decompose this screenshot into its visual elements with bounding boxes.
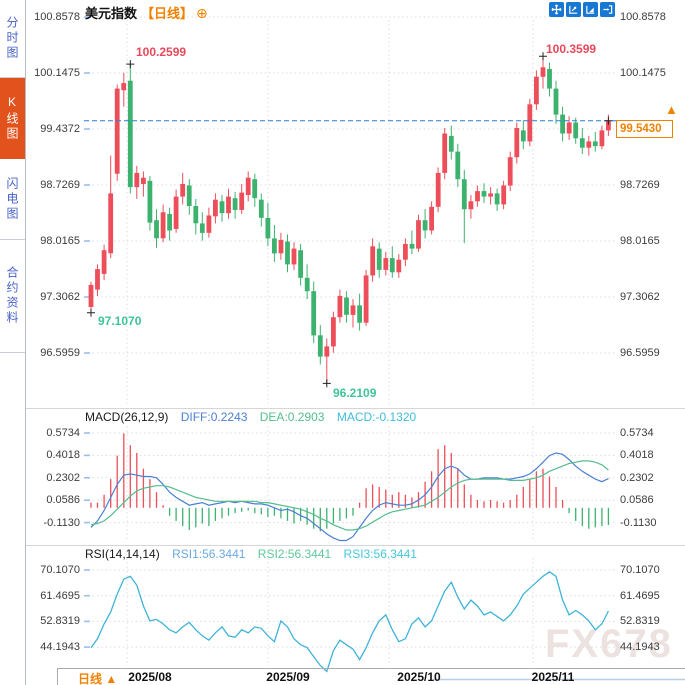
y-axis-label-right: 100.8578 — [620, 11, 666, 23]
sidebar: 分时图 K线图 闪电图 合约资料 — [0, 0, 26, 685]
price-up-arrow-icon: ▲ — [665, 102, 678, 117]
macd-y-label: 0.4018 — [46, 449, 80, 461]
y-axis-label: 98.7269 — [40, 179, 80, 191]
macd-y-label-right: -0.1130 — [620, 517, 657, 529]
rsi-y-label-right: 52.8319 — [620, 615, 660, 627]
annotation-high-november: 100.3599 — [546, 42, 597, 56]
x-axis-label: 2025/11 — [531, 670, 575, 684]
y-axis-label: 100.8578 — [34, 11, 80, 23]
y-axis-label-right: 98.7269 — [620, 179, 660, 191]
rsi1-value: RSI1:56.3441 — [172, 547, 246, 561]
zoom-horizontal-axis-icon[interactable] — [566, 2, 581, 17]
macd-diff-value: DIFF:0.2243 — [180, 410, 248, 424]
chart-toolbar — [549, 2, 615, 17]
panel-divider — [26, 545, 685, 546]
macd-y-label-right: 0.2302 — [620, 472, 654, 484]
sidebar-tab-lightning-chart[interactable]: 闪电图 — [0, 159, 25, 240]
exit-view-icon[interactable] — [600, 2, 615, 17]
period-tag: 【日线】 — [141, 6, 194, 21]
annotation-high-august: 100.2599 — [136, 45, 187, 59]
macd-y-label: -0.1130 — [43, 517, 81, 529]
watermark: FX678 — [545, 622, 673, 666]
rsi-y-label-right: 61.4695 — [620, 590, 660, 602]
rsi-y-label: 44.1943 — [40, 641, 80, 653]
macd-y-label: 0.5734 — [46, 427, 80, 439]
symbol-name: 美元指数 — [85, 6, 138, 21]
rsi-title: RSI(14,14,14) — [85, 547, 160, 561]
macd-y-label-right: 0.4018 — [620, 449, 654, 461]
y-axis-label-right: 100.1475 — [620, 67, 666, 79]
x-axis-label: 2025/08 — [128, 670, 172, 684]
y-axis-label: 99.4372 — [40, 123, 80, 135]
rsi-y-label-right: 70.1070 — [620, 564, 660, 576]
chart-title: 美元指数 【日线】 ⊕ — [85, 3, 208, 22]
rsi-y-label: 61.4695 — [40, 590, 80, 602]
macd-y-label: 0.2302 — [46, 472, 80, 484]
macd-header: MACD(26,12,9) DIFF:0.2243 DEA:0.2903 MAC… — [85, 410, 416, 424]
current-price-badge: 99.5430 — [616, 120, 673, 138]
macd-y-label-right: 0.5734 — [620, 427, 654, 439]
y-axis-label: 100.1475 — [34, 67, 80, 79]
x-axis-label: 2025/10 — [397, 670, 441, 684]
x-axis-label: 2025/09 — [266, 670, 310, 684]
period-dropdown-arrow-icon: ▲ — [105, 672, 118, 685]
sidebar-tab-kline-chart[interactable]: K线图 — [0, 78, 25, 159]
rsi-header: RSI(14,14,14) RSI1:56.3441 RSI2:56.3441 … — [85, 547, 417, 561]
annotation-low-july: 97.1070 — [98, 314, 142, 328]
macd-title: MACD(26,12,9) — [85, 410, 169, 424]
annotation-low-september: 96.2109 — [333, 386, 377, 400]
y-axis-label-right: 96.5959 — [620, 347, 660, 359]
y-axis-label: 96.5959 — [40, 347, 80, 359]
y-axis-label-right: 98.0165 — [620, 235, 660, 247]
rsi2-value: RSI2:56.3441 — [257, 547, 332, 561]
y-axis-label: 98.0165 — [40, 235, 80, 247]
y-axis-label: 97.3062 — [40, 291, 80, 303]
zoom-vertical-axis-icon[interactable] — [583, 2, 598, 17]
macd-y-label-right: 0.0586 — [620, 494, 654, 506]
add-indicator-icon[interactable]: ⊕ — [196, 5, 208, 21]
macd-y-label: 0.0586 — [46, 494, 80, 506]
bottom-bar-divider-tick — [57, 668, 58, 685]
sidebar-tab-contract-info[interactable]: 合约资料 — [0, 240, 25, 353]
period-selector-label: 日线 — [78, 672, 103, 685]
period-selector[interactable]: 日线 ▲ — [78, 670, 117, 685]
rsi-y-label-right: 44.1943 — [620, 641, 660, 653]
macd-dea-value: DEA:0.2903 — [259, 410, 325, 424]
y-axis-label-right: 97.3062 — [620, 291, 660, 303]
rsi-y-label: 52.8319 — [40, 615, 80, 627]
panel-divider — [26, 408, 685, 409]
bottom-bar-divider — [57, 668, 685, 669]
rsi-y-label: 70.1070 — [40, 564, 80, 576]
rsi3-value: RSI3:56.3441 — [343, 547, 417, 561]
pan-icon[interactable] — [549, 2, 564, 17]
sidebar-tab-time-chart[interactable]: 分时图 — [0, 0, 25, 78]
macd-hist-value: MACD:-0.1320 — [336, 410, 417, 424]
